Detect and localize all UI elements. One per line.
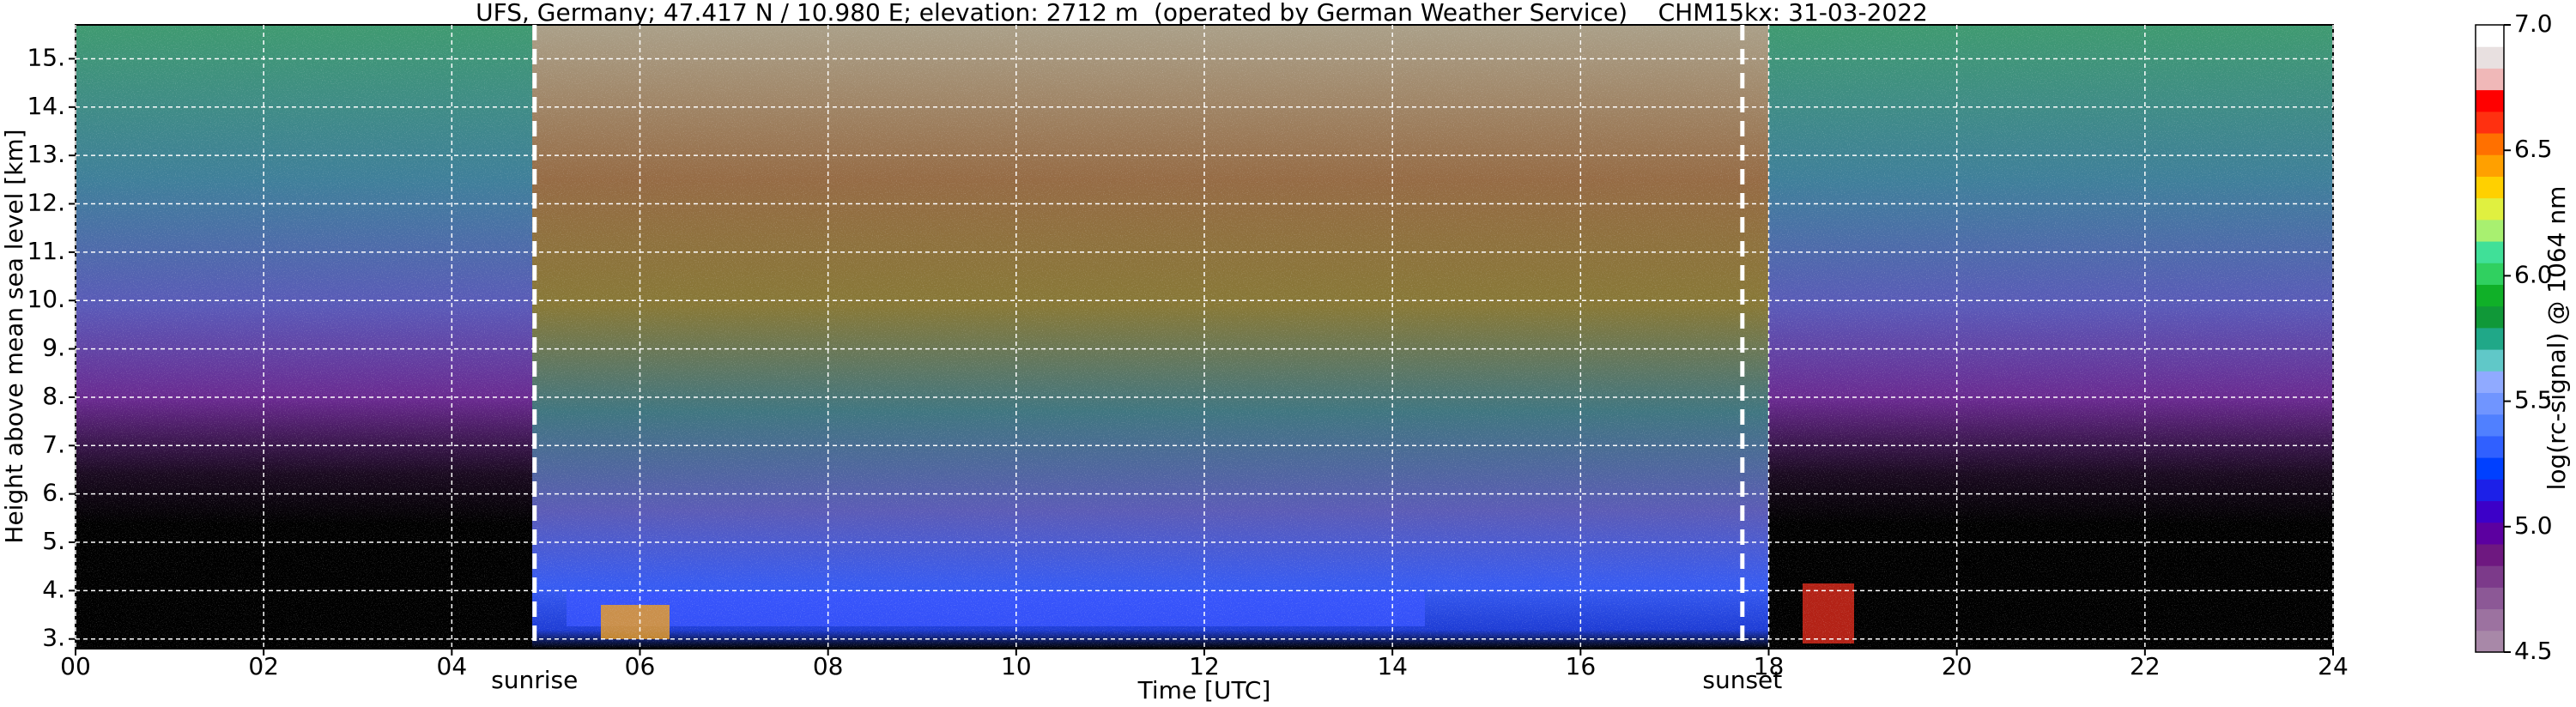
x-tick-label: 22 (2130, 652, 2161, 680)
colorbar-swatch (2476, 500, 2504, 523)
colorbar-swatch (2476, 219, 2504, 242)
x-tick-label: 16 (1566, 652, 1597, 680)
colorbar-tick-label: 7.0 (2514, 9, 2553, 38)
colorbar-tick-label: 5.0 (2514, 511, 2553, 540)
colorbar-swatch (2476, 133, 2504, 155)
colorbar-swatch (2476, 176, 2504, 199)
x-tick-label: 00 (60, 652, 91, 680)
colorbar-tick-label: 4.5 (2514, 637, 2553, 665)
y-axis-label: Height above mean sea level [km] (0, 129, 28, 543)
y-tick-label: 7. (42, 430, 65, 458)
y-tick-label: 14. (27, 92, 65, 120)
event-label: sunrise (491, 666, 578, 694)
y-tick-label: 15. (27, 43, 65, 71)
colorbar-swatch (2476, 371, 2504, 394)
colorbar-label: log(rc-signal) @ 1064 nm (2543, 186, 2571, 491)
colorbar-swatch (2476, 565, 2504, 588)
colorbar-swatch (2476, 630, 2504, 653)
x-tick-label: 20 (1942, 652, 1973, 680)
x-tick-label: 04 (437, 652, 468, 680)
y-tick-label: 11. (27, 237, 65, 265)
colorbar-swatch (2476, 543, 2504, 566)
colorbar-frame (2475, 24, 2505, 653)
colorbar-swatch (2476, 46, 2504, 69)
colorbar-tick-label: 6.5 (2514, 135, 2553, 163)
y-tick-label: 5. (42, 527, 65, 555)
colorbar-swatch (2476, 457, 2504, 480)
colorbar-swatch (2476, 241, 2504, 263)
x-tick-label: 10 (1001, 652, 1032, 680)
colorbar-swatch (2476, 392, 2504, 415)
colorbar-swatch (2476, 349, 2504, 372)
colorbar-swatch (2476, 414, 2504, 437)
colorbar-swatch (2476, 305, 2504, 329)
colorbar-swatch (2476, 479, 2504, 502)
colorbar-swatch (2476, 111, 2504, 134)
colorbar-swatch (2476, 154, 2504, 177)
y-tick-label: 3. (42, 624, 65, 652)
x-tick-label: 02 (248, 652, 279, 680)
y-tick-label: 10. (27, 285, 65, 313)
y-tick-label: 9. (42, 334, 65, 362)
colorbar-swatch (2476, 435, 2504, 458)
colorbar-swatch (2476, 522, 2504, 545)
x-tick-label: 06 (625, 652, 656, 680)
y-tick-label: 4. (42, 575, 65, 603)
x-tick-label: 12 (1189, 652, 1220, 680)
y-tick-label: 8. (42, 382, 65, 410)
x-tick-label: 24 (2318, 652, 2349, 680)
x-axis-label: Time [UTC] (1137, 676, 1271, 704)
colorbar-swatch (2476, 197, 2504, 221)
y-tick-label: 12. (27, 189, 65, 217)
colorbar-swatch (2476, 608, 2504, 631)
colorbar-tick-label: 6.0 (2514, 260, 2553, 288)
chart-title: UFS, Germany; 47.417 N / 10.980 E; eleva… (476, 0, 1928, 27)
colorbar-tick-label: 5.5 (2514, 386, 2553, 414)
x-tick-label: 08 (813, 652, 844, 680)
colorbar-swatch (2476, 284, 2504, 307)
y-tick-label: 6. (42, 479, 65, 507)
colorbar-swatch (2476, 587, 2504, 610)
x-tick-label: 14 (1377, 652, 1408, 680)
y-tick-label: 13. (27, 140, 65, 168)
colorbar-swatch (2476, 89, 2504, 112)
colorbar-swatch (2476, 25, 2504, 47)
colorbar-swatch (2476, 327, 2504, 350)
colorbar-swatch (2476, 68, 2504, 91)
event-label: sunset (1702, 666, 1782, 694)
colorbar-swatch (2476, 263, 2504, 285)
x-tick-label: 18 (1754, 652, 1785, 680)
